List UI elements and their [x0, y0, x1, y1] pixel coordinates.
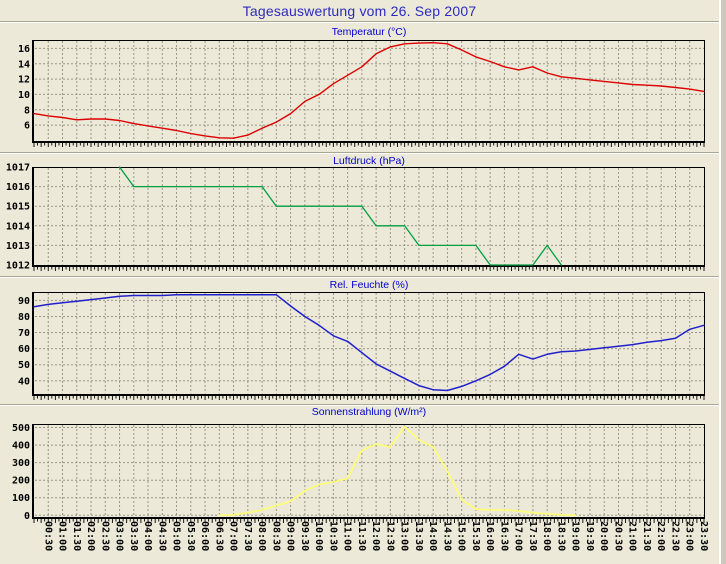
x-tick-label: 05:30: [185, 521, 196, 551]
y-tick-label: 1017: [6, 163, 30, 174]
x-axis-ticks: [33, 519, 705, 523]
chart-title-humidity: Rel. Feuchte (%): [329, 279, 409, 291]
chart-humidity: 90 80 70 60 50 40: [18, 292, 705, 400]
x-tick-label: 03:30: [128, 521, 139, 551]
x-tick-label: 07:00: [228, 521, 239, 551]
y-tick-label: 6: [24, 121, 30, 132]
divider-2: [0, 276, 719, 278]
page-title: Tagesauswertung vom 26. Sep 2007: [242, 3, 477, 19]
x-tick-label: 09:30: [299, 521, 310, 551]
chart-title-pressure: Luftdruck (hPa): [333, 155, 405, 167]
x-tick-label: 08:00: [256, 521, 267, 551]
y-tick-label: 80: [18, 312, 30, 323]
x-tick-label: 19:30: [584, 521, 595, 551]
x-tick-label: 22:00: [655, 521, 666, 551]
x-tick-label: 00:30: [42, 521, 53, 551]
chart-title-temperature: Temperatur (°C): [331, 26, 407, 38]
y-tick-label: 400: [12, 441, 30, 452]
y-tick-label: 1014: [6, 221, 30, 232]
x-tick-label: 01:00: [57, 521, 68, 551]
x-tick-label: 03:00: [114, 521, 125, 551]
y-tick-label: 8: [24, 105, 30, 116]
y-tick-label: 50: [18, 360, 30, 371]
pressure-line: [118, 166, 563, 266]
x-tick-label: 14:30: [441, 521, 452, 551]
y-tick-label: 12: [18, 75, 30, 86]
chart-title-radiation: Sonnenstrahlung (W/m²): [311, 406, 427, 418]
x-tick-label: 18:30: [555, 521, 566, 551]
x-tick-label: 04:30: [156, 521, 167, 551]
x-axis-ticks: [33, 267, 705, 271]
x-tick-label: 04:00: [142, 521, 153, 551]
window-edge-border: [721, 0, 726, 564]
x-tick-label: 16:30: [498, 521, 509, 551]
humidity-line: [33, 293, 705, 392]
y-tick-label: 500: [12, 423, 30, 434]
x-tick-label: 21:00: [627, 521, 638, 551]
title-divider: [0, 21, 719, 23]
x-tick-label: 16:00: [484, 521, 495, 551]
x-tick-label: 01:30: [71, 521, 82, 551]
y-tick-label: 10: [18, 90, 30, 101]
y-tick-label: 1015: [6, 202, 30, 213]
y-tick-label: 90: [18, 296, 30, 307]
y-tick-label: 200: [12, 476, 30, 487]
x-tick-label: 09:00: [285, 521, 296, 551]
x-tick-label: 10:30: [327, 521, 338, 551]
x-tick-label: 02:30: [99, 521, 110, 551]
x-tick-label: 23:00: [684, 521, 695, 551]
chart-temperature: 16 14 12 10 8 6: [18, 40, 705, 147]
x-tick-label: 21:30: [641, 521, 652, 551]
y-tick-label: 40: [18, 376, 30, 387]
x-tick-label: 06:30: [213, 521, 224, 551]
chart-radiation: 500 400 300 200 100 0: [12, 423, 705, 523]
divider-3: [0, 404, 719, 406]
y-tick-label: 1016: [6, 182, 30, 193]
y-tick-label: 16: [18, 44, 30, 55]
x-axis-ticks: [33, 396, 705, 400]
x-tick-label: 06:00: [199, 521, 210, 551]
x-tick-label: 13:30: [413, 521, 424, 551]
x-tick-label: 02:00: [85, 521, 96, 551]
y-tick-label: 14: [18, 59, 30, 70]
x-tick-label: 18:00: [541, 521, 552, 551]
x-tick-label: 05:00: [171, 521, 182, 551]
temperature-line: [33, 42, 705, 139]
x-tick-label: 13:00: [399, 521, 410, 551]
y-tick-label: 0: [24, 511, 30, 522]
x-tick-label: 10:00: [313, 521, 324, 551]
x-tick-label: 11:00: [342, 521, 353, 551]
radiation-line: [218, 425, 577, 517]
y-tick-label: 1013: [6, 241, 30, 252]
x-tick-label: 19:00: [570, 521, 581, 551]
x-tick-label: 15:00: [456, 521, 467, 551]
x-tick-label: 17:30: [527, 521, 538, 551]
x-tick-label: 15:30: [470, 521, 481, 551]
x-tick-label: 20:00: [598, 521, 609, 551]
y-tick-label: 1012: [6, 261, 30, 272]
chart-pressure: 1017 1016 1015 1014 1013 1012: [6, 163, 705, 272]
x-tick-label: 20:30: [613, 521, 624, 551]
y-tick-label: 300: [12, 458, 30, 469]
window-edge-highlight: [719, 0, 721, 564]
x-tick-label: 08:30: [270, 521, 281, 551]
x-tick-label: 14:00: [427, 521, 438, 551]
divider-1: [0, 152, 719, 154]
x-tick-label: 12:30: [384, 521, 395, 551]
x-tick-label: 23:30: [698, 521, 709, 551]
x-tick-label: 12:00: [370, 521, 381, 551]
y-tick-label: 60: [18, 344, 30, 355]
x-tick-label: 17:00: [513, 521, 524, 551]
x-axis-ticks: [33, 143, 705, 147]
x-tick-label: 11:30: [356, 521, 367, 551]
x-tick-label: 22:30: [670, 521, 681, 551]
y-tick-label: 70: [18, 328, 30, 339]
y-tick-label: 100: [12, 493, 30, 504]
x-tick-label: 07:30: [242, 521, 253, 551]
